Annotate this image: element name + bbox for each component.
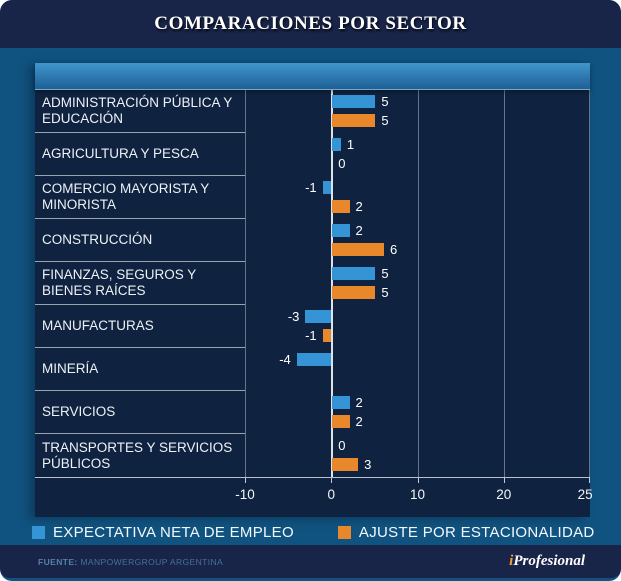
x-axis: -10 0 10 20 25 — [235, 478, 593, 518]
axis-tick — [503, 478, 505, 483]
bar — [332, 95, 376, 108]
chart-body: ADMINISTRACIÓN PÚBLICA Y EDUCACIÓN 5 5 AGRI… — [0, 48, 621, 545]
axis-tick — [589, 478, 590, 483]
legend-swatch-icon — [32, 525, 45, 539]
bar-value-label: -1 — [305, 180, 317, 195]
grid-line — [417, 90, 419, 477]
bar-value-label: 1 — [346, 137, 355, 152]
bar — [322, 329, 332, 342]
bar — [296, 353, 332, 366]
table-row: TRANSPORTES Y SERVICIOS PÚBLICOS 0 3 — [35, 434, 590, 477]
bar — [332, 243, 384, 256]
bar — [332, 200, 350, 213]
bar-value-label: -1 — [305, 328, 317, 343]
row-plot: -3 -1 — [245, 305, 590, 348]
chart-title: COMPARACIONES POR SECTOR — [154, 13, 467, 34]
bar-value-label: 0 — [338, 156, 346, 171]
bar — [332, 415, 350, 428]
category-label: MINERÍA — [35, 348, 245, 391]
legend-item: EXPECTATIVA NETA DE EMPLEO — [32, 524, 294, 541]
bar-value-label: 2 — [355, 199, 363, 214]
bar-value-label: 3 — [364, 457, 372, 472]
bar — [332, 114, 376, 127]
table-row: ADMINISTRACIÓN PÚBLICA Y EDUCACIÓN 5 5 — [35, 90, 590, 133]
tick-label: 10 — [409, 487, 426, 502]
bar-value-label: 2 — [355, 414, 363, 429]
category-label: FINANZAS, SEGUROS Y BIENES RAÍCES — [35, 262, 245, 305]
plot-area: ADMINISTRACIÓN PÚBLICA Y EDUCACIÓN 5 5 AGRI… — [35, 90, 590, 478]
bar-value-label: 2 — [355, 223, 363, 238]
bar — [332, 267, 376, 280]
brand-name: Profesional — [513, 553, 585, 569]
panel-top-strip — [35, 63, 590, 90]
source-note: FUENTE: MANPOWERGROUP ARGENTINA — [38, 557, 223, 567]
grid-line — [589, 90, 590, 477]
gridlines — [245, 90, 590, 477]
bar-value-label: 2 — [355, 395, 363, 410]
bar-value-label: 5 — [381, 266, 389, 281]
bar-value-label: 6 — [390, 242, 398, 257]
tick-label: 0 — [327, 487, 336, 502]
bar — [322, 181, 332, 194]
bar-value-label: 5 — [381, 113, 389, 128]
source-label: FUENTE: — [38, 556, 78, 567]
bar — [332, 396, 350, 409]
bar — [332, 138, 341, 151]
bar — [305, 310, 332, 323]
category-label: ADMINISTRACIÓN PÚBLICA Y EDUCACIÓN — [35, 90, 245, 133]
bar-value-label: -4 — [279, 352, 291, 367]
header: COMPARACIONES POR SECTOR — [0, 0, 621, 48]
legend-swatch-icon — [337, 525, 351, 539]
legend-item: AJUSTE POR ESTACIONALIDAD — [337, 523, 595, 541]
chart-panel: ADMINISTRACIÓN PÚBLICA Y EDUCACIÓN 5 5 AGRI… — [35, 63, 593, 518]
table-row: AGRICULTURA Y PESCA 1 0 — [35, 133, 590, 176]
footer: FUENTE: MANPOWERGROUP ARGENTINA iProfesi… — [0, 545, 621, 578]
zero-line — [331, 90, 334, 477]
source-text: MANPOWERGROUP ARGENTINA — [80, 556, 224, 567]
bar — [332, 286, 376, 299]
brand-prefix: i — [509, 553, 514, 569]
table-row: MINERÍA -4 — [35, 348, 590, 391]
table-row: CONSTRUCCIÓN 2 6 — [35, 219, 590, 262]
bar — [332, 458, 359, 471]
legend-label: EXPECTATIVA NETA DE EMPLEO — [53, 523, 294, 541]
bar-value-label: 5 — [381, 94, 389, 109]
category-rows: ADMINISTRACIÓN PÚBLICA Y EDUCACIÓN 5 5 AGRI… — [35, 90, 590, 477]
category-label: SERVICIOS — [35, 391, 245, 434]
bar — [332, 224, 350, 237]
table-row: MANUFACTURAS -3 -1 — [35, 305, 590, 348]
category-label: TRANSPORTES Y SERVICIOS PÚBLICOS — [42, 439, 233, 471]
row-plot: -4 — [245, 348, 590, 391]
grid-line — [245, 90, 246, 477]
category-label: AGRICULTURA Y PESCA — [35, 133, 245, 176]
table-row: COMERCIO MAYORISTA Y MINORISTA -1 2 — [35, 176, 590, 219]
tick-label: 25 — [577, 487, 593, 502]
axis-tick — [417, 478, 419, 483]
table-row: SERVICIOS 2 2 — [35, 391, 590, 434]
bar-value-label: -3 — [287, 309, 300, 324]
axis-tick — [331, 478, 333, 483]
axis-tick — [245, 478, 246, 483]
category-label: CONSTRUCCIÓN — [35, 219, 245, 262]
category-label: COMERCIO MAYORISTA Y MINORISTA — [35, 176, 245, 219]
iprofesional-logo: iProfesional — [509, 553, 585, 570]
bar-value-label: 5 — [381, 285, 389, 300]
category-label: MANUFACTURAS — [35, 305, 245, 348]
bar-value-label: 0 — [338, 438, 346, 453]
tick-label: -10 — [235, 487, 255, 502]
table-row: FINANZAS, SEGUROS Y BIENES RAÍCES 5 5 — [35, 262, 590, 305]
tick-label: 20 — [496, 487, 512, 502]
grid-line — [503, 90, 505, 477]
legend: EXPECTATIVA NETA DE EMPLEO AJUSTE POR EST… — [32, 519, 595, 545]
legend-label: AJUSTE POR ESTACIONALIDAD — [358, 523, 595, 541]
row-plot: -1 2 — [245, 176, 590, 219]
